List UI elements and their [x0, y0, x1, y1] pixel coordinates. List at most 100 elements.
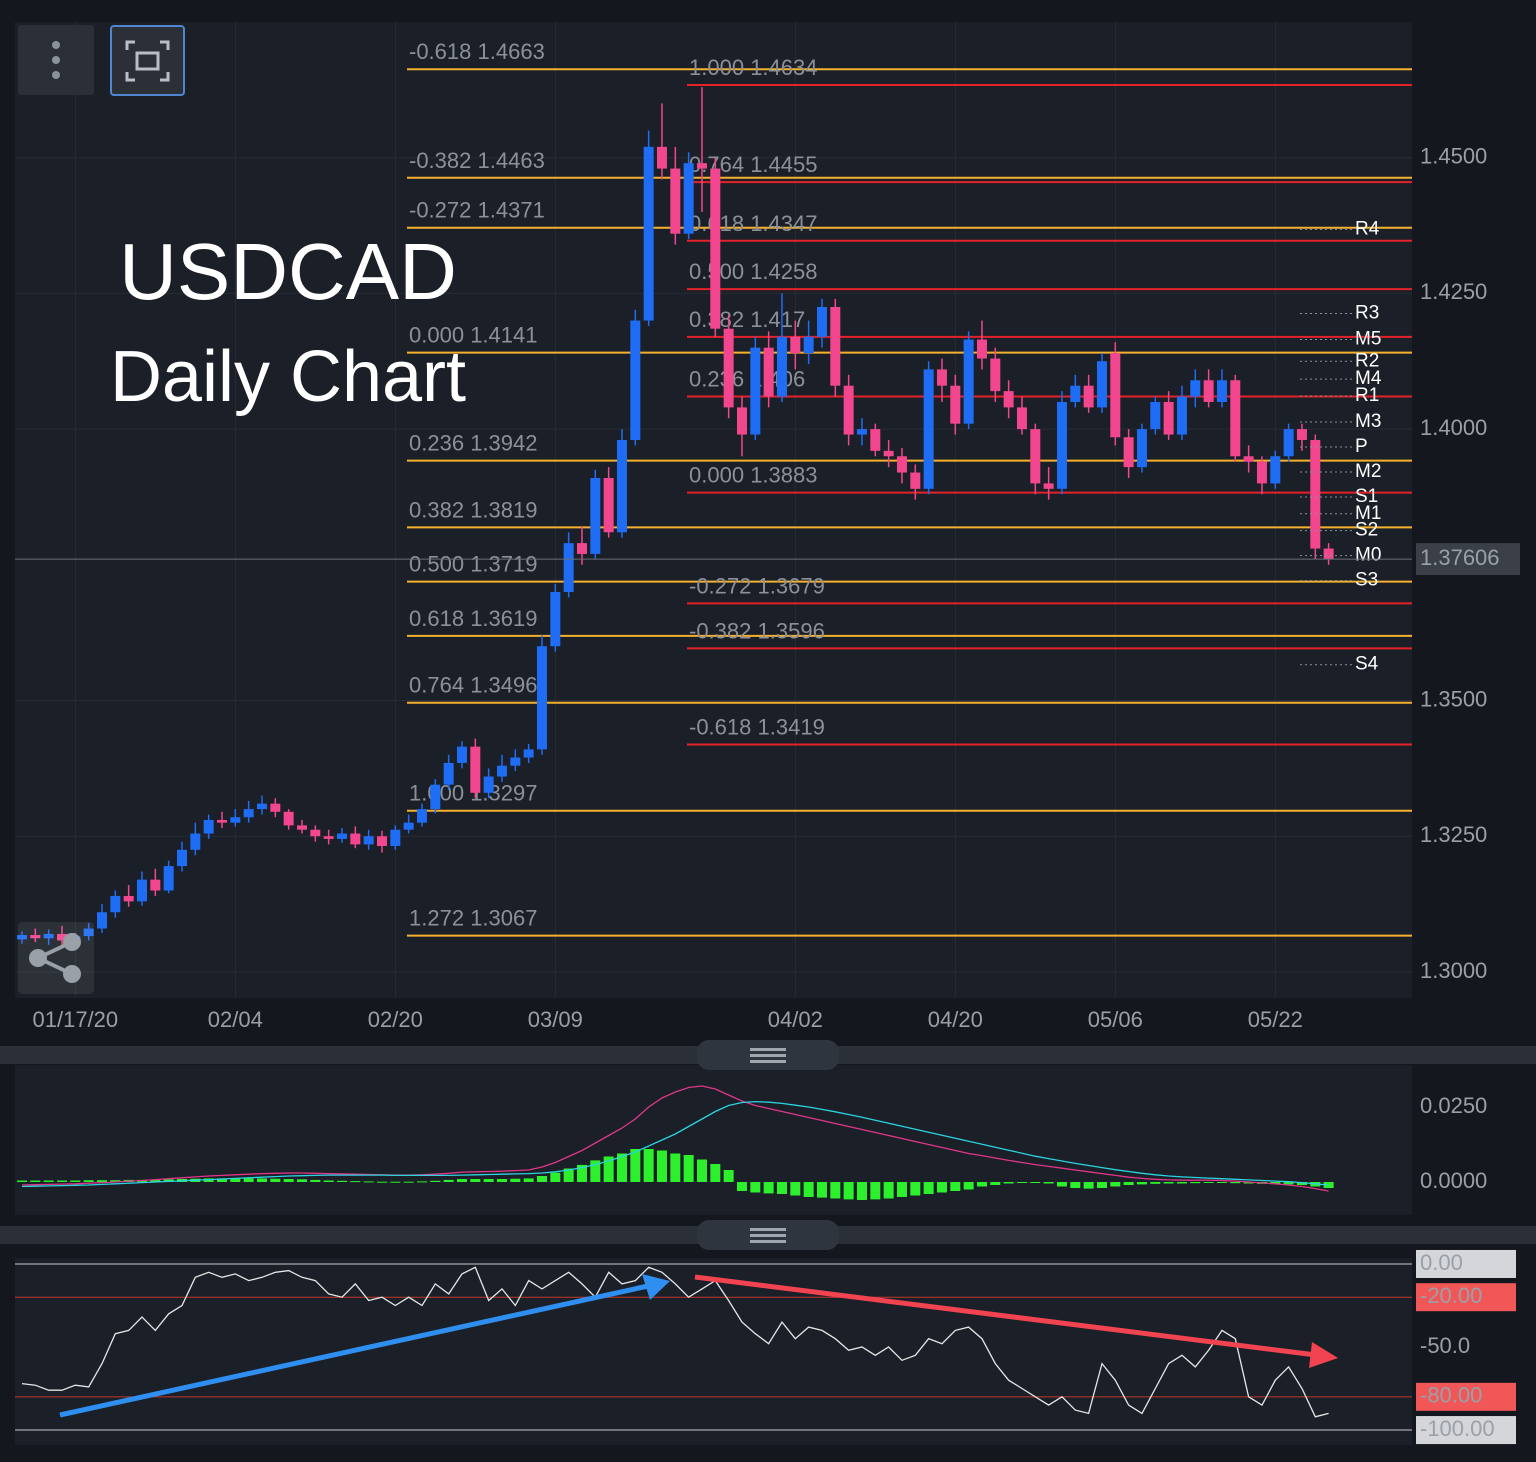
histogram-bar [936, 1182, 947, 1193]
histogram-bar [790, 1182, 801, 1196]
candle-body [1243, 456, 1254, 462]
candle-body [83, 928, 94, 937]
histogram-bar [1243, 1182, 1254, 1184]
fib-label: -0.618 1.3419 [689, 714, 825, 739]
candle-body [1216, 380, 1227, 402]
candle-body [896, 456, 907, 473]
histogram-bar [70, 1180, 81, 1182]
candle-body [1043, 483, 1054, 489]
candle-body [296, 825, 307, 830]
fullscreen-icon [125, 40, 170, 82]
y-tick-label: 1.3250 [1420, 822, 1487, 847]
histogram-bar [643, 1149, 654, 1182]
x-tick-label: 02/04 [208, 1007, 263, 1032]
y-tick-label: 0.0250 [1420, 1093, 1487, 1118]
candle-body [590, 477, 601, 554]
histogram-bar [376, 1181, 387, 1183]
histogram-bar [283, 1179, 294, 1182]
histogram-bar [256, 1178, 267, 1182]
macd-panel [15, 1065, 1412, 1215]
candle-body [803, 336, 814, 354]
pivot-label: M4 [1355, 368, 1382, 389]
candle-body [910, 472, 921, 489]
candle-body [536, 646, 547, 750]
histogram-bar [510, 1178, 521, 1182]
fib-price: 1.4371 [478, 198, 545, 223]
histogram-bar [670, 1153, 681, 1182]
candle-body [163, 866, 174, 891]
histogram-bar [96, 1180, 107, 1182]
candle-body [230, 817, 241, 823]
pivot-label: P [1355, 436, 1368, 457]
candle-body [1283, 429, 1294, 457]
candle-body [190, 833, 201, 850]
down-arrowhead [1309, 1342, 1338, 1368]
candle-body [883, 450, 894, 457]
histogram-bar [56, 1180, 67, 1182]
williams-panel [15, 1258, 1412, 1445]
candle-body [1230, 380, 1241, 457]
fib-price: 1.3067 [470, 905, 537, 930]
candle-body [203, 819, 214, 834]
histogram-bar [550, 1172, 561, 1182]
candle-body [856, 429, 867, 435]
candle-body [1016, 407, 1027, 430]
histogram-bar [416, 1181, 427, 1183]
histogram-bar [763, 1182, 774, 1194]
histogram-bar [17, 1180, 27, 1182]
fullscreen-button[interactable] [110, 25, 185, 96]
fib-price: 1.3619 [470, 606, 537, 631]
candle-body [17, 935, 27, 940]
fib-price: 1.3596 [758, 618, 825, 643]
histogram-bar [1163, 1182, 1174, 1184]
candle-body [1150, 401, 1161, 430]
candle-body [976, 339, 987, 359]
current-price-label: 1.37606 [1420, 545, 1500, 570]
candle-body [656, 146, 667, 169]
fib-label: 0.618 1.3619 [409, 606, 537, 631]
histogram-bar [43, 1180, 54, 1182]
candle-body [456, 746, 467, 763]
histogram-bar [830, 1182, 841, 1199]
y-tick-label: -80.00 [1420, 1383, 1482, 1408]
histogram-bar [696, 1159, 707, 1182]
candle-body [1270, 456, 1281, 484]
candle-body [1256, 461, 1267, 484]
histogram-bar [430, 1180, 441, 1182]
candle-body [1070, 385, 1081, 402]
histogram-bar [83, 1180, 94, 1182]
fib-price: 1.3419 [758, 714, 825, 739]
histogram-bar [310, 1179, 321, 1182]
histogram-bar [1110, 1182, 1121, 1187]
histogram-bar [456, 1179, 467, 1182]
pivot-label: M3 [1355, 411, 1381, 432]
candle-body [710, 168, 721, 329]
histogram-bar [1296, 1182, 1307, 1185]
y-tick-label: 1.4250 [1420, 279, 1487, 304]
candle-body [510, 757, 521, 766]
candle-body [843, 385, 854, 435]
candle-body [603, 477, 614, 533]
candle-body [470, 746, 481, 793]
candle-body [963, 339, 974, 424]
histogram-bar [1136, 1182, 1147, 1185]
candle-body [776, 336, 787, 397]
histogram-bar [150, 1179, 161, 1182]
x-tick-label: 05/22 [1248, 1007, 1303, 1032]
pivot-label: R2 [1355, 350, 1379, 371]
histogram-bar [896, 1182, 907, 1197]
histogram-bar [923, 1182, 934, 1194]
candle-body [1310, 439, 1321, 549]
histogram-bar [710, 1164, 721, 1182]
candle-body [1296, 429, 1307, 440]
candle-body [30, 935, 41, 939]
candle-body [616, 439, 627, 533]
fib-label: 0.618 1.4347 [689, 211, 817, 236]
fib-ratio: 0.764 [409, 673, 464, 698]
candle-body [523, 749, 534, 758]
candle-body [123, 895, 134, 902]
candle-body [216, 819, 227, 823]
candle-body [336, 833, 347, 839]
fib-label: 0.000 1.3883 [689, 462, 817, 487]
y-tick-label: 0.00 [1420, 1250, 1463, 1275]
